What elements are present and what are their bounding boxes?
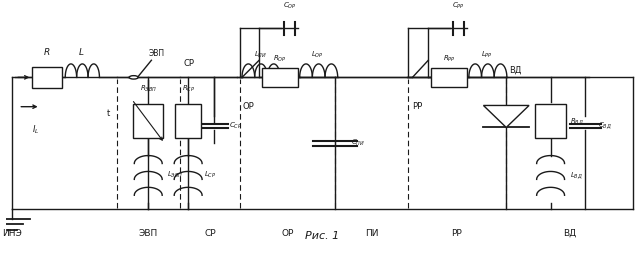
Text: СР: СР [183,59,194,68]
Text: РР: РР [412,102,422,111]
Text: ОР: ОР [282,229,294,238]
Text: ЭВП: ЭВП [148,49,164,58]
Text: ВД: ВД [563,229,576,238]
Text: $L_{ВД}$: $L_{ВД}$ [570,170,582,181]
Text: $L_{СР}$: $L_{СР}$ [204,170,216,180]
Text: $C_{ОР}$: $C_{ОР}$ [283,1,296,11]
Text: t: t [107,109,110,118]
Text: $R_{ЭВП}$: $R_{ЭВП}$ [140,84,157,94]
Text: L: L [78,47,83,57]
Polygon shape [483,105,529,128]
Bar [536,104,566,138]
Text: $R_{СР}$: $R_{СР}$ [182,84,195,94]
Text: R: R [44,47,50,57]
Text: $R_{ВД}$: $R_{ВД}$ [570,116,584,126]
Text: $L_{РР}$: $L_{РР}$ [481,50,493,60]
Text: СР: СР [205,229,216,238]
Text: Рис. 1: Рис. 1 [305,231,340,241]
Text: $C_{СР}$: $C_{СР}$ [229,121,243,131]
Bar [175,104,202,138]
Bar [262,68,298,87]
Text: $L_{ПИ}$: $L_{ПИ}$ [253,50,267,60]
Bar [31,67,62,88]
Text: ЭВП: ЭВП [139,229,158,238]
Text: РР: РР [451,229,462,238]
Text: ВД: ВД [509,66,522,75]
Text: $C_{ВД}$: $C_{ВД}$ [598,121,612,132]
Text: ПИ: ПИ [365,229,379,238]
Circle shape [129,76,138,79]
Text: $L_{ОР}$: $L_{ОР}$ [312,50,324,60]
Text: $R_{РР}$: $R_{РР}$ [443,54,456,64]
Text: $C_{ПИ}$: $C_{ПИ}$ [351,138,365,148]
Text: $L_{ЭВП}$: $L_{ЭВП}$ [167,170,184,180]
Text: $R_{ОР}$: $R_{ОР}$ [273,54,287,64]
Text: $C_{РР}$: $C_{РР}$ [452,1,465,11]
Bar [431,68,467,87]
Text: $I_L$: $I_L$ [32,124,39,136]
Bar [133,104,163,138]
Text: ОР: ОР [243,102,254,111]
Text: ИНЭ: ИНЭ [2,229,22,238]
